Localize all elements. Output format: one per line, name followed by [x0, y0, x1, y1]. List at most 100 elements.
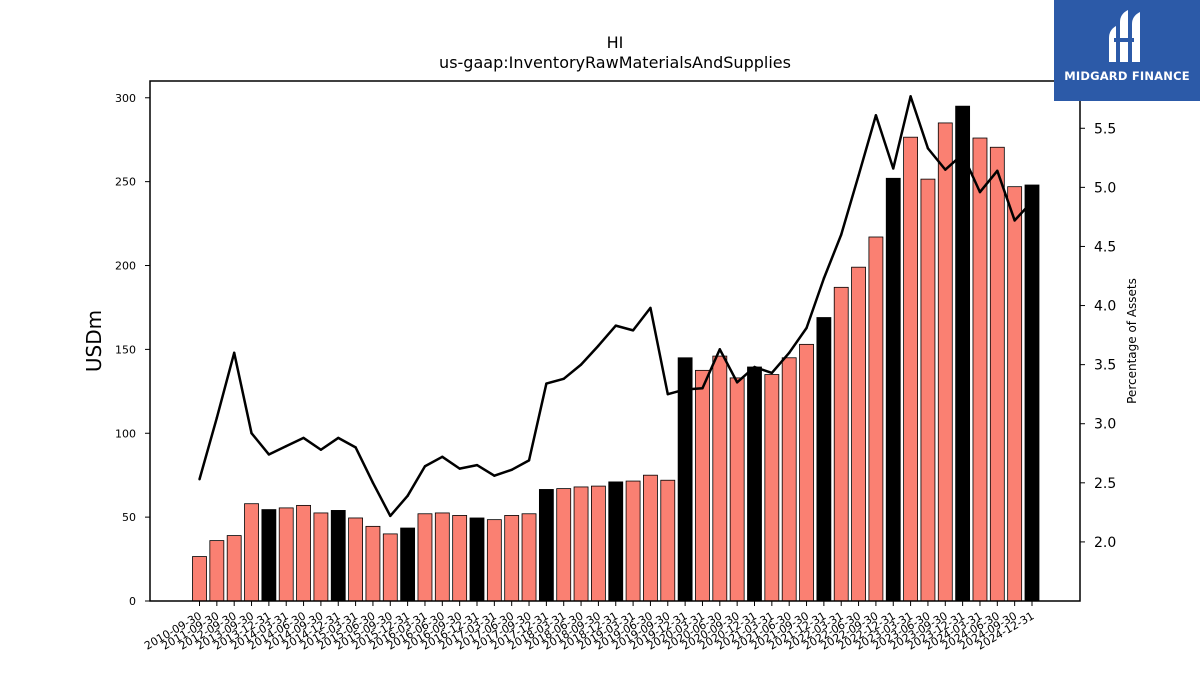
bar-series [192, 105, 1040, 602]
midgard-finance-logo: MIDGARD FINANCE [1054, 0, 1200, 101]
bar [885, 177, 901, 602]
line-point [770, 371, 774, 375]
right-y-axis: 2.0 2.5 3.0 3.5 4.0 4.5 5.0 5.5 [1080, 121, 1116, 551]
line-point [753, 365, 756, 369]
bar [556, 488, 572, 602]
y-tick-label: 50 [122, 511, 136, 524]
chart-subtitle: us-gaap:InventoryRawMaterialsAndSupplies [439, 53, 791, 72]
bar [209, 540, 225, 602]
bar [591, 485, 606, 602]
bar [712, 355, 728, 602]
line-point [996, 169, 999, 173]
y2-tick-label: 2.5 [1094, 476, 1116, 492]
bar [226, 535, 242, 602]
line-point [215, 416, 219, 420]
bar [434, 512, 450, 602]
line-point [406, 494, 409, 498]
line-point [441, 455, 444, 459]
line-point [926, 147, 930, 150]
line-point [354, 446, 357, 449]
line-point [822, 277, 826, 280]
line-point [423, 465, 427, 468]
y2-tick-label: 4.5 [1094, 239, 1116, 255]
y2-tick-label: 2.0 [1094, 535, 1116, 551]
line-point [909, 95, 912, 98]
line-point [493, 474, 496, 477]
bar [972, 137, 988, 602]
line-point [302, 436, 305, 440]
bar [833, 286, 849, 602]
y-tick-label: 0 [129, 595, 136, 608]
logo-mark-icon [1109, 10, 1140, 62]
x-axis: 2010-09-302011-09-302012-09-302013-09-30… [142, 601, 1037, 653]
y-tick-label: 200 [115, 260, 136, 273]
line-point [978, 190, 982, 194]
y2-tick-label: 4.0 [1094, 299, 1116, 315]
line-point [562, 377, 565, 381]
bar [296, 504, 311, 602]
line-point [735, 381, 739, 384]
bar [1024, 184, 1040, 602]
line-point [718, 348, 722, 351]
bar [660, 479, 676, 602]
line-point [510, 468, 513, 472]
bar [417, 513, 433, 602]
line-point [701, 387, 704, 390]
line-point [285, 444, 288, 448]
line-point [597, 344, 600, 347]
bar [781, 357, 797, 602]
bar [504, 515, 520, 602]
y2-axis-label: Percentage of Assets [1125, 278, 1139, 404]
bar [452, 515, 468, 602]
bar [365, 525, 381, 602]
bar [920, 178, 936, 602]
line-point [961, 153, 964, 156]
line-point [232, 351, 236, 355]
line-point [787, 351, 791, 355]
line-point [267, 453, 271, 456]
bar [695, 369, 710, 602]
y-tick-label: 250 [115, 176, 136, 189]
bar [608, 481, 624, 602]
bar [816, 317, 832, 602]
line-point [1030, 200, 1034, 203]
bar [851, 266, 866, 602]
line-point [319, 448, 323, 451]
line-point [666, 392, 669, 396]
bar [382, 533, 398, 602]
left-y-axis: 0 50 100 150 200 250 300 [115, 92, 150, 608]
line-point [840, 233, 843, 236]
bar [764, 374, 780, 602]
bar [799, 343, 814, 602]
bar [573, 486, 589, 602]
y-tick-label: 150 [115, 343, 136, 356]
line-point [371, 481, 375, 485]
y-tick-label: 300 [115, 92, 136, 105]
line-point [874, 114, 878, 117]
bar [989, 146, 1005, 602]
line-point [683, 388, 687, 391]
bar [538, 489, 554, 602]
y2-tick-label: 3.5 [1094, 358, 1116, 374]
chart-title: HI [607, 33, 624, 52]
bar [643, 474, 658, 602]
line-point [579, 363, 583, 366]
y-axis-label: USDm [82, 310, 106, 372]
bar [192, 556, 207, 602]
line-point [250, 431, 253, 435]
line-point [475, 463, 479, 467]
bar [955, 105, 971, 602]
bar [937, 122, 953, 602]
bar [244, 503, 259, 602]
y2-tick-label: 5.5 [1094, 121, 1116, 137]
bar [313, 512, 329, 602]
y-tick-label: 100 [115, 427, 136, 440]
bar [729, 377, 745, 602]
line-point [527, 459, 531, 462]
bar [278, 507, 294, 602]
bar [348, 517, 363, 602]
line-point [631, 329, 635, 332]
bar [1007, 186, 1023, 602]
bar [677, 357, 693, 602]
